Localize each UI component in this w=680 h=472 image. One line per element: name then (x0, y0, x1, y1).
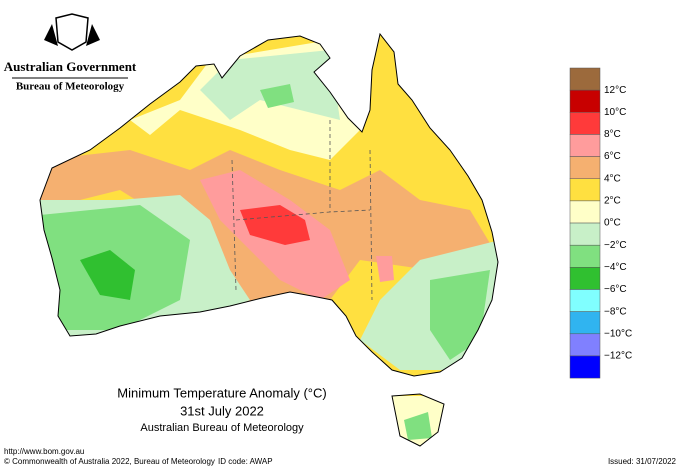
government-name: Australian Government (4, 59, 137, 74)
map-date: 31st July 2022 (180, 403, 264, 418)
legend-swatch (569, 355, 601, 379)
legend-label: 10°C (604, 107, 626, 118)
legend-swatch (569, 289, 601, 312)
legend-label: −4°C (604, 262, 627, 273)
legend-label: −12°C (604, 351, 632, 362)
legend-label: 6°C (604, 151, 621, 162)
legend-swatch (569, 134, 601, 157)
legend-label: 0°C (604, 218, 621, 229)
legend-label: −10°C (604, 328, 632, 339)
logo (44, 13, 100, 51)
legend-label: −2°C (604, 240, 627, 251)
footer-url: http://www.bom.gov.au (4, 447, 84, 456)
legend-label: 12°C (604, 85, 626, 96)
legend-swatch (569, 311, 601, 335)
legend-label: −6°C (604, 284, 627, 295)
legend-swatch (569, 267, 601, 290)
legend: 12°C 10°C 8°C 6°C 4°C 2°C 0°C −2°C −4°C −6°C −8°C −… (569, 67, 632, 379)
legend-swatch (569, 244, 601, 268)
legend-swatch (569, 67, 601, 91)
legend-label: −8°C (604, 306, 627, 317)
footer-copyright: © Commonwealth of Australia 2022, Bureau… (4, 457, 215, 466)
legend-swatch (569, 200, 601, 224)
footer-issued: Issued: 31/07/2022 (608, 457, 677, 466)
legend-label: 2°C (604, 196, 621, 207)
legend-swatch (569, 156, 601, 180)
legend-label: 4°C (604, 173, 621, 184)
agency-name: Bureau of Meteorology (16, 81, 125, 93)
legend-swatch (569, 112, 601, 135)
map-title: Minimum Temperature Anomaly (°C) (117, 385, 326, 400)
legend-swatch (569, 333, 601, 357)
footer-id: ID code: AWAP (218, 457, 273, 466)
map-source: Australian Bureau of Meteorology (140, 422, 304, 434)
legend-swatch (569, 89, 601, 113)
legend-swatch (569, 222, 601, 246)
legend-label: 8°C (604, 129, 621, 140)
legend-swatch (569, 178, 601, 202)
